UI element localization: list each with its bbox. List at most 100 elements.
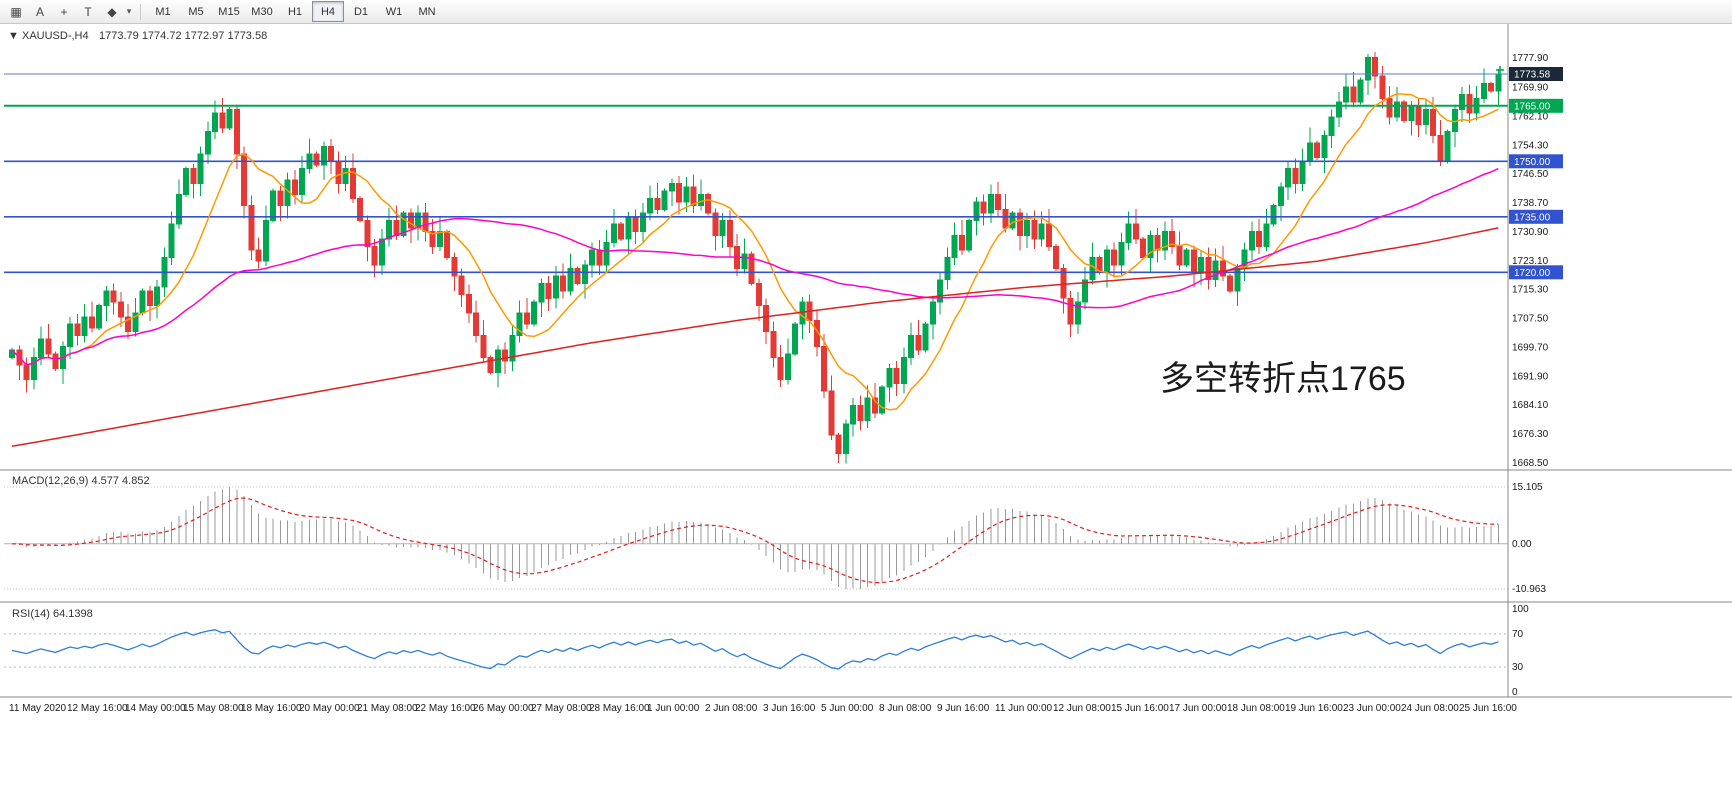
ma-mid-magenta-line — [11, 167, 1499, 366]
candle — [1277, 182, 1284, 221]
shapes-dropdown-caret[interactable]: ▾ — [126, 6, 132, 16]
time-axis-label: 5 Jun 00:00 — [821, 703, 874, 714]
price-scale-area[interactable] — [1508, 24, 1732, 697]
candle — [712, 208, 719, 251]
candle — [233, 104, 240, 170]
candle — [386, 207, 392, 247]
candle — [219, 98, 226, 133]
candle — [828, 375, 835, 440]
candle — [139, 288, 146, 316]
candle — [1459, 87, 1465, 122]
chart-plot-area[interactable] — [0, 24, 1508, 470]
price-axis-label: 1691.90 — [1512, 371, 1549, 382]
price-axis-label: 1777.90 — [1512, 53, 1549, 64]
candle — [465, 284, 472, 324]
toolbar-separator — [140, 3, 141, 20]
candle — [1169, 219, 1175, 254]
candle — [552, 266, 559, 309]
candle — [937, 272, 943, 315]
candle — [538, 278, 545, 318]
timeframe-button-mn[interactable]: MN — [418, 5, 436, 18]
text-tool-icon[interactable]: T — [84, 4, 92, 19]
time-axis-label: 1 Jun 00:00 — [647, 703, 700, 714]
candle — [1321, 130, 1328, 173]
timeframe-button-d1[interactable]: D1 — [353, 5, 369, 18]
candle — [168, 211, 175, 265]
macd-axis-label: -10.963 — [1512, 584, 1546, 595]
candle — [1053, 244, 1059, 271]
timeframe-button-m1[interactable]: M1 — [155, 5, 171, 18]
candle — [357, 196, 363, 223]
candle — [103, 286, 110, 321]
price-tag-label: 1765.00 — [1514, 101, 1551, 112]
timeframe-button-m15[interactable]: M15 — [218, 5, 240, 18]
one-click-trading-toggle[interactable]: ▼ — [8, 30, 19, 42]
time-axis-label: 22 May 16:00 — [415, 703, 476, 714]
timeframe-button-h1[interactable]: H1 — [287, 5, 303, 18]
candle — [777, 344, 784, 388]
candle — [741, 238, 748, 274]
candle — [1161, 221, 1168, 261]
timeframe-button-m30[interactable]: M30 — [251, 5, 273, 18]
candle — [683, 177, 690, 212]
candle — [197, 146, 204, 197]
candle — [74, 314, 81, 346]
candle — [1285, 161, 1291, 200]
chart-grid-icon[interactable]: ▦ — [10, 4, 22, 19]
candle — [110, 283, 117, 315]
candle — [647, 185, 653, 221]
candle — [313, 151, 320, 168]
candle — [1393, 86, 1400, 122]
price-axis-label: 1738.70 — [1512, 198, 1549, 209]
candle — [922, 322, 929, 353]
rsi-indicator-label: RSI(14) 64.1398 — [12, 608, 93, 620]
candle — [291, 169, 298, 205]
candle — [88, 301, 95, 333]
timeframe-button-m5[interactable]: M5 — [188, 5, 204, 18]
candle — [480, 320, 487, 363]
candle — [1140, 236, 1146, 260]
timeframe-button-w1[interactable]: W1 — [385, 5, 403, 18]
price-tag-1720.00 — [1509, 265, 1563, 280]
candle — [531, 299, 537, 327]
candle — [81, 304, 88, 343]
candle — [509, 325, 516, 372]
candle — [1357, 77, 1364, 105]
price-axis-label: 1769.90 — [1512, 83, 1549, 94]
arrow-tool-icon[interactable]: A — [35, 4, 44, 19]
candle — [1234, 263, 1241, 306]
price-tag-label: 1750.00 — [1514, 157, 1551, 168]
macd-axis-label: 15.105 — [1512, 482, 1543, 493]
candle — [1118, 232, 1125, 275]
candle — [610, 209, 617, 248]
candle — [117, 292, 124, 327]
time-axis-label: 8 Jun 08:00 — [879, 703, 932, 714]
candle — [378, 229, 385, 275]
candle — [1466, 84, 1473, 124]
shapes-tool-icon[interactable]: ◆ — [107, 4, 117, 19]
candle — [248, 195, 255, 261]
price-axis: 1777.90 1769.90 1762.10 1754.30 1746.50 1738.… — [1496, 53, 1549, 469]
candle — [371, 239, 378, 278]
candle — [980, 194, 987, 226]
time-axis-label: 18 Jun 08:00 — [1227, 703, 1285, 714]
candle — [183, 166, 189, 197]
candle — [850, 398, 856, 437]
time-axis-label: 14 May 00:00 — [125, 703, 186, 714]
candle — [770, 321, 777, 368]
candle — [857, 395, 864, 431]
candle — [1343, 74, 1349, 110]
candle — [726, 210, 733, 257]
candle — [1183, 247, 1190, 268]
candle — [277, 186, 284, 221]
candle — [951, 222, 958, 265]
time-axis-label: 23 Jun 00:00 — [1343, 703, 1401, 714]
timeframe-button-h4[interactable]: H4 — [312, 1, 344, 22]
macd-axis-label: 0.00 — [1512, 539, 1532, 550]
crosshair-tool-icon[interactable]: + — [60, 4, 68, 19]
candle — [1372, 52, 1378, 89]
time-axis-label: 21 May 08:00 — [357, 703, 418, 714]
candle — [719, 213, 726, 248]
candle — [661, 188, 668, 212]
